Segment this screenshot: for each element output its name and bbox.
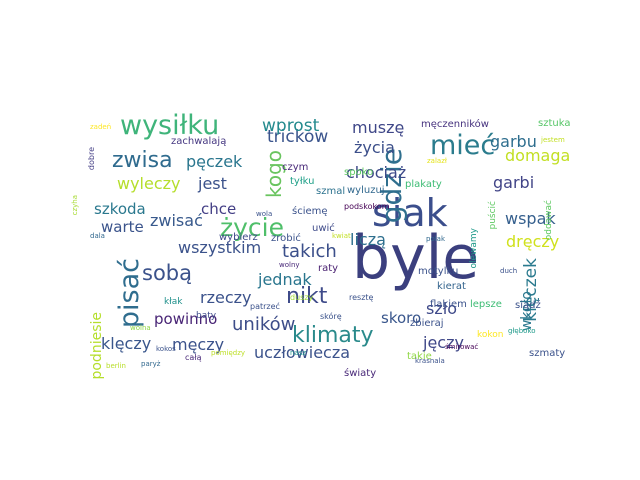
word-klak: kłak: [164, 297, 183, 307]
word-szlo: szło: [426, 299, 458, 318]
word-zachwalaja: zachwalają: [171, 136, 227, 147]
word-tylku: tyłku: [290, 176, 315, 187]
word-soba: sobą: [142, 261, 192, 285]
word-powinno: powinno: [154, 310, 218, 328]
word-czym: czym: [282, 162, 309, 173]
word-wyluzuj: wyluzuj: [347, 185, 385, 196]
word-zwisac: zwisać: [150, 211, 203, 230]
word-licza: liczą: [350, 230, 386, 249]
word-zaden: zadeń: [90, 123, 112, 131]
word-byle: byle: [352, 223, 480, 293]
word-kogo: kogo: [262, 150, 286, 199]
word-wspak: wspak: [505, 209, 556, 228]
word-zycie: życie: [220, 213, 284, 242]
word-klimaty: klimaty: [292, 323, 374, 348]
word-rzeczy: rzeczy: [200, 288, 252, 307]
word-scieme: ściemę: [292, 206, 328, 217]
word-meczy: męczy: [172, 335, 225, 354]
word-sztuka: sztuka: [538, 118, 571, 129]
word-chce: chce: [201, 200, 237, 218]
word-siadz: siądź: [515, 300, 541, 311]
word-szmaty: szmaty: [529, 348, 566, 359]
word-flakiem: flakiem: [430, 299, 467, 310]
word-oddawac: oddawać: [544, 200, 554, 241]
word-dobre: dobre: [87, 147, 96, 171]
word-swiaty: światy: [344, 368, 377, 379]
word-reszte: resztę: [349, 293, 374, 302]
word-nasz: nasz: [290, 349, 307, 357]
word-uwic: uwić: [312, 223, 335, 234]
word-zalazl: zalazł: [427, 157, 447, 165]
word-spoko: spoko: [344, 167, 374, 178]
word-wola: wola: [256, 210, 273, 218]
word-warte: warte: [101, 218, 144, 236]
word-cala: całą: [185, 353, 202, 362]
word-wybierz: wybierz: [219, 232, 258, 243]
word-kleczy: klęczy: [101, 334, 152, 353]
word-miec: mieć: [430, 130, 496, 161]
word-kokon: kokon: [477, 330, 504, 340]
word-kokos: kokos: [156, 345, 176, 353]
word-zycia: życia: [354, 138, 395, 157]
word-garbu: garbu: [490, 132, 537, 151]
word-trickow: tricków: [267, 127, 329, 147]
word-motylku: motylku: [418, 266, 459, 277]
word-dreczy: dręczy: [506, 232, 560, 251]
word-smirowac: śmirować: [445, 343, 479, 351]
word-duch: duch: [500, 267, 518, 275]
word-takie: takie: [407, 351, 432, 362]
word-olewamy: olewamy: [469, 228, 479, 269]
word-czyha: czyha: [71, 195, 79, 216]
word-jeczy: jęczy: [423, 333, 464, 352]
word-siak: siak: [372, 191, 448, 235]
word-wszystkim: wszystkim: [178, 238, 262, 257]
word-skoro: skoro: [381, 309, 422, 327]
word-jest: jest: [198, 174, 227, 193]
word-duszy: duszy: [290, 293, 314, 302]
word-wysilku: wysiłku: [120, 110, 220, 141]
word-peczek: pęczek: [186, 152, 243, 171]
word-jednak: jednak: [258, 270, 312, 289]
word-kierat: kierat: [437, 281, 466, 292]
word-patrzec: patrzeć: [250, 302, 280, 311]
word-zrobic: zrobić: [271, 233, 301, 244]
word-paryz: paryż: [141, 360, 161, 368]
word-wolny: wolny: [279, 261, 300, 269]
word-wolna: wolna: [130, 324, 151, 332]
word-jestem: jestem: [541, 136, 565, 144]
word-skore: skórę: [320, 312, 342, 321]
word-baty: baty: [196, 311, 217, 321]
word-zbieraj: zbieraj: [410, 318, 444, 329]
word-meczennikow: męczenników: [421, 119, 489, 130]
word-garbi: garbi: [493, 173, 535, 192]
word-lepsze: lepsze: [470, 299, 502, 310]
word-pisac: pisać: [114, 258, 145, 329]
word-plakaty: plakaty: [405, 179, 442, 190]
word-uczlowiecza: uczłowiecza: [254, 343, 351, 362]
word-domaga: domaga: [505, 146, 571, 165]
word-szkoda: szkoda: [94, 200, 146, 218]
word-pomiedzy: pomiędzy: [211, 349, 246, 357]
word-dala: dala: [90, 232, 105, 240]
word-musze: muszę: [352, 118, 405, 137]
word-polak: polak: [426, 235, 446, 243]
word-podskokom: podskokom: [344, 202, 390, 211]
word-kwiat: kwiat: [332, 232, 351, 240]
word-wyleczy: wyleczy: [117, 174, 181, 193]
word-wprost: wprost: [262, 116, 320, 136]
word-unikow: uników: [232, 314, 296, 335]
word-wkolo: wkoło: [519, 291, 535, 332]
word-nikt: nikt: [286, 284, 328, 309]
word-takich: takich: [282, 241, 337, 262]
word-chociaz: chociaż: [346, 163, 407, 182]
word-berlin: berlin: [106, 362, 126, 370]
word-puscic: puścić: [488, 201, 498, 230]
word-raty: raty: [318, 263, 339, 274]
word-gleboko: głęboko: [508, 327, 536, 335]
word-krasnala: krasnala: [415, 357, 445, 365]
word-zwisa: zwisa: [112, 148, 173, 173]
word-szmal: szmal: [316, 186, 346, 197]
